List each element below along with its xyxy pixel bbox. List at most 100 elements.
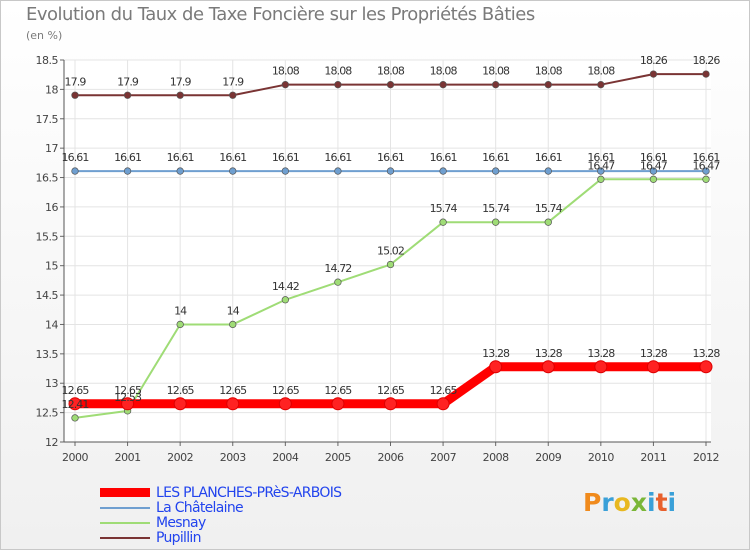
data-point	[123, 167, 132, 175]
y-tick-label: 13.5	[36, 348, 59, 361]
data-point	[649, 175, 658, 183]
data-label: 16.61	[114, 151, 141, 164]
y-tick-label: 17	[45, 142, 58, 155]
data-point	[649, 70, 658, 78]
legend-item: Mesnay	[100, 514, 341, 531]
data-label: 12.65	[377, 384, 405, 397]
data-label: 16.61	[272, 151, 299, 164]
x-tick-label: 2000	[62, 451, 88, 464]
data-point	[281, 81, 289, 89]
chart-title: Evolution du Taux de Taxe Foncière sur l…	[26, 4, 535, 25]
data-label: 12.65	[167, 384, 195, 397]
data-label: 12.65	[114, 384, 142, 397]
data-label: 18.08	[587, 65, 615, 78]
legend-label: Mesnay	[156, 514, 206, 531]
data-point	[649, 167, 658, 175]
y-tick-label: 17.5	[36, 113, 59, 126]
data-label: 16.47	[693, 159, 721, 172]
data-point	[702, 167, 710, 175]
data-point	[121, 397, 135, 411]
proxiti-logo: Proxiti	[583, 488, 676, 517]
x-tick-label: 2006	[378, 451, 404, 464]
data-point	[386, 81, 395, 89]
legend-swatch	[100, 536, 150, 539]
data-label: 12.65	[219, 384, 247, 397]
data-point	[436, 397, 450, 411]
data-point	[334, 278, 342, 286]
legend-label: Pupillin	[156, 529, 201, 546]
data-label: 12.65	[324, 384, 352, 397]
plot-area	[64, 60, 711, 442]
data-label: 13.28	[640, 347, 668, 360]
legend-item: Pupillin	[100, 529, 341, 546]
data-label: 16.61	[482, 151, 509, 164]
data-point	[386, 167, 395, 175]
data-label: 12.53	[114, 391, 142, 404]
x-tick-label: 2003	[220, 451, 246, 464]
legend: LES PLANCHES-PRèS-ARBOIS La Châtelaine Mes…	[100, 484, 342, 546]
y-tick-label: 18	[45, 83, 58, 96]
data-label: 12.41	[62, 398, 89, 411]
legend-label: LES PLANCHES-PRèS-ARBOIS	[156, 484, 342, 501]
logo-letter: t	[655, 488, 668, 517]
data-point	[439, 81, 447, 89]
data-label: 18.08	[272, 65, 300, 78]
logo-letter: r	[601, 488, 614, 517]
x-tick-label: 2004	[272, 451, 298, 464]
data-point	[492, 81, 500, 89]
legend-item: La Châtelaine	[100, 499, 341, 516]
data-point	[597, 175, 605, 183]
data-label: 17.9	[170, 75, 192, 88]
y-tick-label: 12	[45, 436, 58, 449]
data-point	[176, 320, 184, 329]
data-label: 16.61	[430, 151, 457, 164]
data-point	[123, 91, 132, 99]
y-tick-label: 14.5	[36, 289, 59, 302]
legend-swatch	[100, 488, 150, 497]
data-point	[384, 397, 397, 411]
x-tick-label: 2009	[535, 451, 561, 464]
legend-label: La Châtelaine	[156, 499, 244, 516]
data-point	[334, 167, 342, 175]
data-point	[281, 167, 289, 175]
x-tick-label: 2002	[167, 451, 193, 464]
data-label: 14.72	[324, 262, 351, 275]
y-tick-label: 14	[45, 318, 58, 331]
data-label: 12.65	[272, 384, 300, 397]
data-label: 16.61	[640, 151, 667, 164]
y-tick-label: 12.5	[36, 407, 59, 420]
data-label: 14	[227, 304, 240, 317]
data-point	[646, 360, 660, 374]
x-tick-label: 2007	[430, 451, 456, 464]
y-tick-label: 13	[45, 377, 58, 390]
data-label: 16.61	[693, 151, 720, 164]
data-point	[334, 81, 342, 89]
data-point	[702, 175, 710, 183]
data-point	[173, 397, 187, 411]
data-label: 13.28	[587, 347, 615, 360]
data-point	[439, 218, 447, 226]
logo-letter: i	[667, 488, 677, 517]
data-label: 17.9	[65, 75, 87, 88]
data-label: 14	[174, 304, 187, 317]
data-point	[226, 397, 240, 411]
data-point	[544, 81, 552, 89]
data-label: 15.74	[482, 202, 510, 215]
data-label: 13.28	[535, 347, 563, 360]
data-label: 18.08	[535, 65, 563, 78]
data-label: 18.26	[693, 54, 721, 67]
data-label: 12.65	[62, 384, 90, 397]
data-label: 15.74	[535, 202, 563, 215]
data-label: 18.08	[377, 65, 405, 78]
data-label: 16.61	[324, 151, 351, 164]
data-point	[439, 167, 447, 175]
data-point	[71, 167, 79, 175]
y-tick-label: 16.5	[36, 172, 59, 185]
data-label: 15.02	[377, 245, 404, 258]
logo-letter: o	[613, 488, 631, 517]
y-tick-label: 15.5	[36, 230, 59, 243]
data-label: 17.9	[222, 75, 244, 88]
logo-letter: P	[583, 488, 602, 517]
logo-letter: x	[630, 488, 647, 517]
data-point	[71, 414, 79, 422]
